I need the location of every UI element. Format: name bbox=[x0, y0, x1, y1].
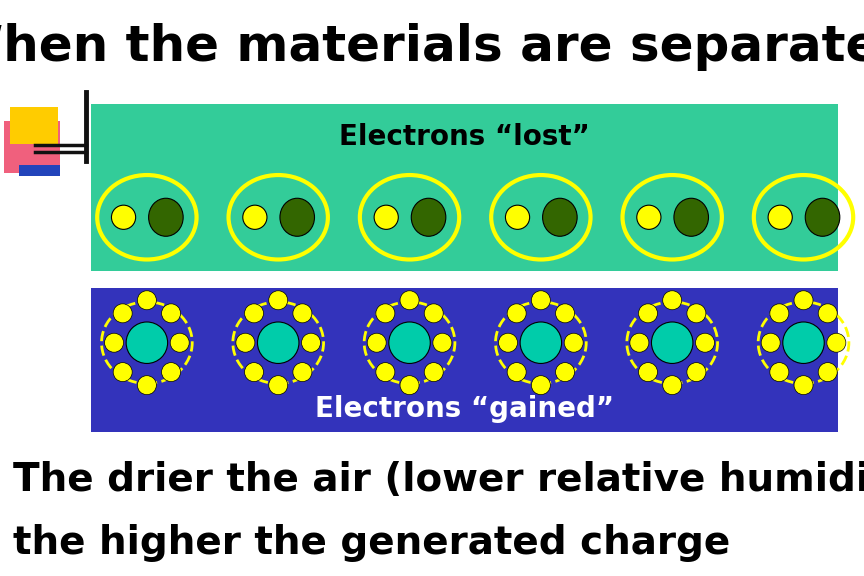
Ellipse shape bbox=[556, 304, 575, 323]
Ellipse shape bbox=[818, 304, 837, 323]
Ellipse shape bbox=[520, 322, 562, 363]
Ellipse shape bbox=[770, 363, 789, 382]
Ellipse shape bbox=[433, 333, 452, 352]
Ellipse shape bbox=[651, 322, 693, 363]
Ellipse shape bbox=[376, 304, 395, 323]
Ellipse shape bbox=[543, 198, 577, 236]
Ellipse shape bbox=[170, 333, 189, 352]
Ellipse shape bbox=[499, 333, 518, 352]
Ellipse shape bbox=[269, 376, 288, 395]
Ellipse shape bbox=[794, 376, 813, 395]
Ellipse shape bbox=[243, 205, 267, 229]
Ellipse shape bbox=[245, 363, 264, 382]
Ellipse shape bbox=[638, 304, 658, 323]
Ellipse shape bbox=[805, 198, 840, 236]
Ellipse shape bbox=[374, 205, 398, 229]
Ellipse shape bbox=[293, 304, 312, 323]
Ellipse shape bbox=[400, 291, 419, 310]
Text: When the materials are separated: When the materials are separated bbox=[0, 23, 864, 71]
Ellipse shape bbox=[105, 333, 124, 352]
Ellipse shape bbox=[531, 291, 550, 310]
Ellipse shape bbox=[126, 322, 168, 363]
Ellipse shape bbox=[663, 376, 682, 395]
Ellipse shape bbox=[638, 363, 658, 382]
Ellipse shape bbox=[400, 376, 419, 395]
Ellipse shape bbox=[162, 304, 181, 323]
Ellipse shape bbox=[111, 205, 136, 229]
Ellipse shape bbox=[411, 198, 446, 236]
Ellipse shape bbox=[302, 333, 321, 352]
Ellipse shape bbox=[556, 363, 575, 382]
Ellipse shape bbox=[245, 304, 264, 323]
Ellipse shape bbox=[783, 322, 824, 363]
Ellipse shape bbox=[257, 322, 299, 363]
Text: The drier the air (lower relative humidity, RH): The drier the air (lower relative humidi… bbox=[13, 461, 864, 499]
Ellipse shape bbox=[637, 205, 661, 229]
Ellipse shape bbox=[630, 333, 649, 352]
Ellipse shape bbox=[269, 291, 288, 310]
Text: the higher the generated charge: the higher the generated charge bbox=[13, 524, 730, 562]
Ellipse shape bbox=[389, 322, 430, 363]
Ellipse shape bbox=[149, 198, 183, 236]
Ellipse shape bbox=[376, 363, 395, 382]
Text: Electrons “gained”: Electrons “gained” bbox=[314, 395, 614, 423]
Ellipse shape bbox=[674, 198, 708, 236]
Ellipse shape bbox=[770, 304, 789, 323]
Ellipse shape bbox=[507, 363, 526, 382]
Ellipse shape bbox=[818, 363, 837, 382]
Ellipse shape bbox=[367, 333, 386, 352]
Ellipse shape bbox=[687, 304, 706, 323]
Bar bbox=[19, 165, 60, 176]
Ellipse shape bbox=[424, 304, 443, 323]
Bar bbox=[4, 121, 60, 173]
Ellipse shape bbox=[505, 205, 530, 229]
Text: Electrons “lost”: Electrons “lost” bbox=[339, 123, 590, 151]
Ellipse shape bbox=[794, 291, 813, 310]
Ellipse shape bbox=[113, 304, 132, 323]
Ellipse shape bbox=[761, 333, 780, 352]
Bar bbox=[91, 288, 838, 432]
Bar bbox=[91, 104, 838, 271]
Ellipse shape bbox=[137, 376, 156, 395]
Ellipse shape bbox=[564, 333, 583, 352]
Ellipse shape bbox=[280, 198, 314, 236]
Ellipse shape bbox=[687, 363, 706, 382]
Ellipse shape bbox=[696, 333, 715, 352]
Ellipse shape bbox=[507, 304, 526, 323]
Ellipse shape bbox=[162, 363, 181, 382]
Ellipse shape bbox=[531, 376, 550, 395]
Ellipse shape bbox=[113, 363, 132, 382]
Ellipse shape bbox=[236, 333, 255, 352]
Ellipse shape bbox=[293, 363, 312, 382]
Ellipse shape bbox=[424, 363, 443, 382]
Ellipse shape bbox=[663, 291, 682, 310]
Ellipse shape bbox=[827, 333, 846, 352]
Bar bbox=[10, 107, 58, 144]
Ellipse shape bbox=[137, 291, 156, 310]
Ellipse shape bbox=[768, 205, 792, 229]
